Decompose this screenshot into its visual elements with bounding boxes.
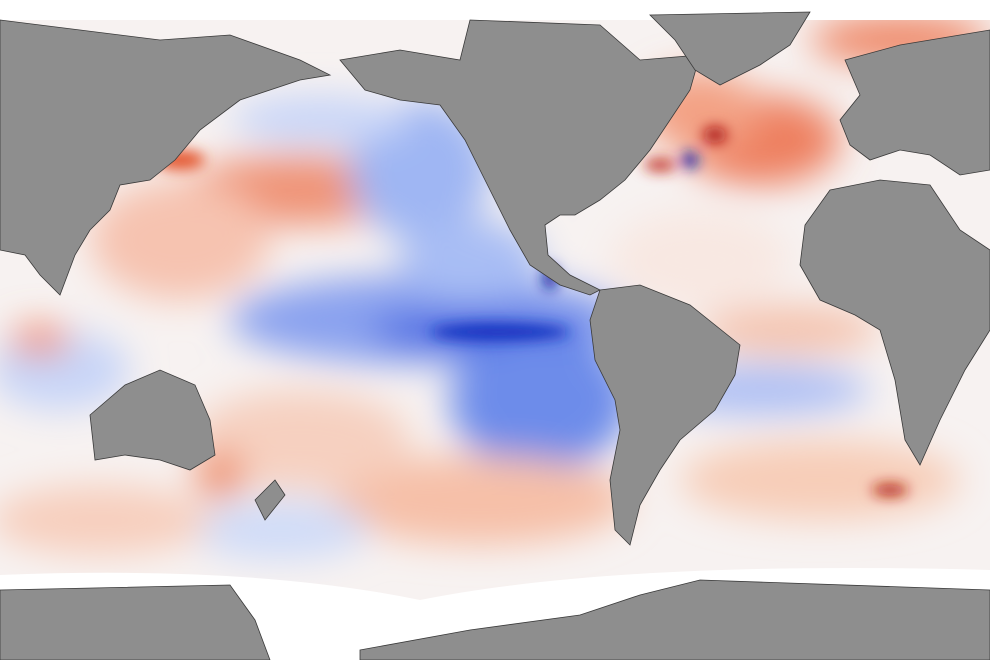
australia [89,369,216,471]
asia [0,19,332,296]
africa [799,179,990,466]
antarctica-west [0,584,271,660]
new-zealand [254,479,286,521]
anomaly-field [0,15,990,560]
greenland [649,11,811,86]
europe [839,29,990,176]
strong-anomaly-spots [155,127,908,496]
south-america [589,284,741,546]
landmasses [0,11,990,660]
antarctica-east [359,579,990,660]
north-america [339,19,701,296]
